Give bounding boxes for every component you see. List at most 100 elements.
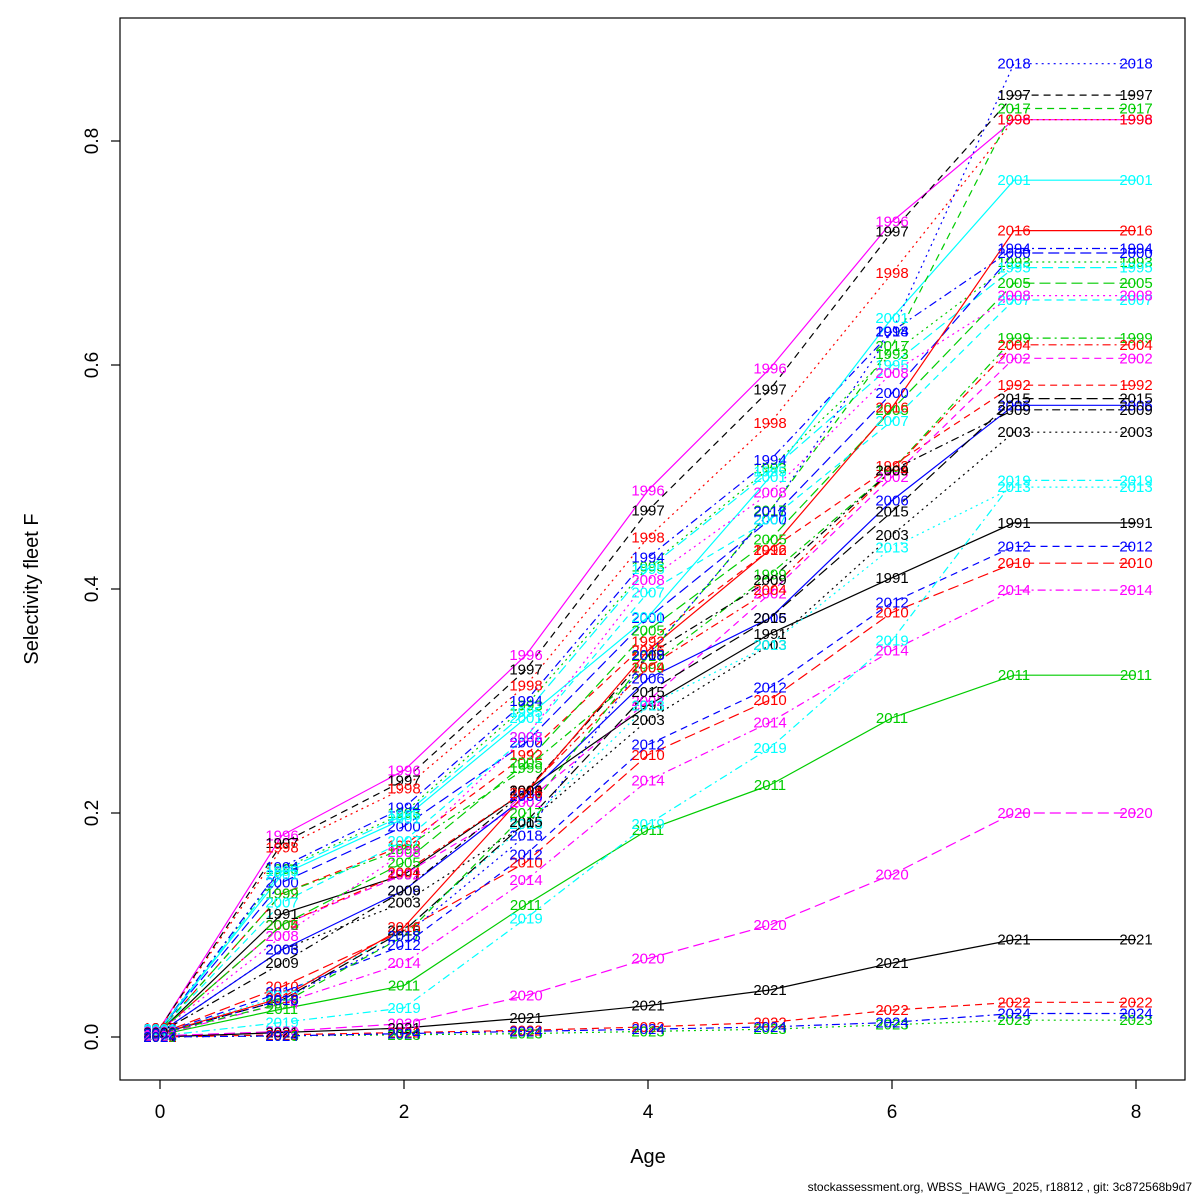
point-label-2021: 2021: [631, 998, 664, 1015]
point-label-2018: 2018: [1119, 56, 1152, 73]
point-label-2018: 2018: [631, 647, 664, 664]
point-label-2000: 2000: [997, 245, 1030, 262]
point-label-2005: 2005: [1119, 275, 1152, 292]
point-label-2009: 2009: [265, 955, 298, 972]
point-label-2010: 2010: [875, 605, 908, 622]
point-label-2011: 2011: [754, 777, 786, 794]
point-label-1998: 1998: [1119, 112, 1152, 129]
point-label-2010: 2010: [631, 747, 664, 764]
point-label-1997: 1997: [1119, 87, 1152, 104]
point-label-2012: 2012: [143, 1026, 176, 1043]
point-label-2012: 2012: [631, 737, 664, 754]
series-line-2012: [159, 545, 1136, 1035]
point-label-2005: 2005: [631, 622, 664, 639]
point-label-1995: 1995: [387, 807, 420, 824]
point-label-2003: 2003: [753, 637, 786, 654]
point-label-2005: 2005: [875, 402, 908, 419]
footer-note: stockassessment.org, WBSS_HAWG_2025, r18…: [808, 1180, 1193, 1194]
point-label-2004: 2004: [631, 659, 664, 676]
point-label-2004: 2004: [509, 783, 542, 800]
point-label-2012: 2012: [997, 538, 1030, 555]
point-label-1991: 1991: [143, 1023, 176, 1040]
point-label-2013: 2013: [997, 479, 1030, 496]
point-label-2021: 2021: [1119, 932, 1152, 949]
x-tick-label: 4: [643, 1102, 654, 1123]
point-label-2004: 2004: [1119, 337, 1152, 354]
x-tick-label: 0: [155, 1102, 166, 1123]
point-label-2001: 2001: [265, 867, 298, 884]
point-label-2009: 2009: [875, 462, 908, 479]
point-label-2011: 2011: [876, 710, 908, 727]
point-label-2011: 2011: [1120, 667, 1152, 684]
series-line-2003: [159, 431, 1136, 1033]
point-label-1996: 1996: [753, 360, 786, 377]
point-label-2024: 2024: [265, 1028, 298, 1045]
point-label-2006: 2006: [997, 397, 1030, 414]
point-label-1993: 1993: [997, 254, 1030, 271]
point-label-2020: 2020: [387, 1016, 420, 1033]
point-label-1999: 1999: [753, 566, 786, 583]
point-label-2001: 2001: [1119, 172, 1152, 189]
point-label-2002: 2002: [387, 867, 420, 884]
point-label-2018: 2018: [875, 323, 908, 340]
point-label-2002: 2002: [753, 585, 786, 602]
point-label-2023: 2023: [875, 1017, 908, 1034]
point-label-1991: 1991: [631, 697, 664, 714]
point-label-1993: 1993: [875, 346, 908, 363]
point-label-1994: 1994: [1119, 241, 1152, 258]
point-label-2007: 2007: [631, 584, 664, 601]
point-label-1995: 1995: [509, 704, 542, 721]
point-label-2002: 2002: [143, 1023, 176, 1040]
point-label-2008: 2008: [265, 928, 298, 945]
point-label-2004: 2004: [265, 917, 298, 934]
point-label-2009: 2009: [631, 647, 664, 664]
series-line-1996: [159, 119, 1136, 1029]
point-label-1997: 1997: [631, 503, 664, 520]
y-tick-label: 0.4: [82, 575, 103, 602]
point-label-2009: 2009: [997, 402, 1030, 419]
point-label-1994: 1994: [875, 323, 908, 340]
point-label-2012: 2012: [265, 984, 298, 1001]
point-label-2018: 2018: [997, 56, 1030, 73]
point-label-1997: 1997: [265, 835, 298, 852]
point-label-2011: 2011: [144, 1027, 176, 1044]
point-label-2016: 2016: [631, 643, 664, 660]
point-label-1997: 1997: [875, 224, 908, 241]
point-label-2006: 2006: [143, 1025, 176, 1042]
point-label-1992: 1992: [265, 886, 298, 903]
point-label-1994: 1994: [753, 452, 786, 469]
point-label-2017: 2017: [875, 338, 908, 355]
point-label-2013: 2013: [1119, 479, 1152, 496]
point-label-2021: 2021: [387, 1020, 420, 1037]
point-label-2018: 2018: [143, 1026, 176, 1043]
point-label-1996: 1996: [875, 214, 908, 231]
point-label-2006: 2006: [509, 788, 542, 805]
point-label-1997: 1997: [387, 773, 420, 790]
point-label-2003: 2003: [387, 895, 420, 912]
series-line-2000: [159, 252, 1136, 1030]
point-label-2010: 2010: [265, 979, 298, 996]
y-tick-label: 0.0: [82, 1024, 103, 1050]
point-label-2006: 2006: [631, 671, 664, 688]
series-line-1991: [159, 522, 1136, 1032]
point-label-2023: 2023: [1119, 1012, 1152, 1029]
point-label-1998: 1998: [631, 529, 664, 546]
series-line-2017: [159, 107, 1136, 1035]
point-label-2004: 2004: [387, 864, 420, 881]
point-label-2023: 2023: [753, 1021, 786, 1038]
point-label-2002: 2002: [265, 917, 298, 934]
point-label-2007: 2007: [1119, 292, 1152, 309]
point-label-2022: 2022: [143, 1029, 176, 1046]
point-label-2008: 2008: [1119, 288, 1152, 305]
point-label-2008: 2008: [387, 844, 420, 861]
point-label-2015: 2015: [509, 814, 542, 831]
point-label-1997: 1997: [509, 662, 542, 679]
point-label-2021: 2021: [753, 982, 786, 999]
point-label-1991: 1991: [997, 515, 1030, 532]
point-label-1995: 1995: [631, 561, 664, 578]
point-label-2020: 2020: [265, 1023, 298, 1040]
point-label-2001: 2001: [875, 310, 908, 327]
point-label-2006: 2006: [753, 610, 786, 627]
point-label-2005: 2005: [753, 532, 786, 549]
